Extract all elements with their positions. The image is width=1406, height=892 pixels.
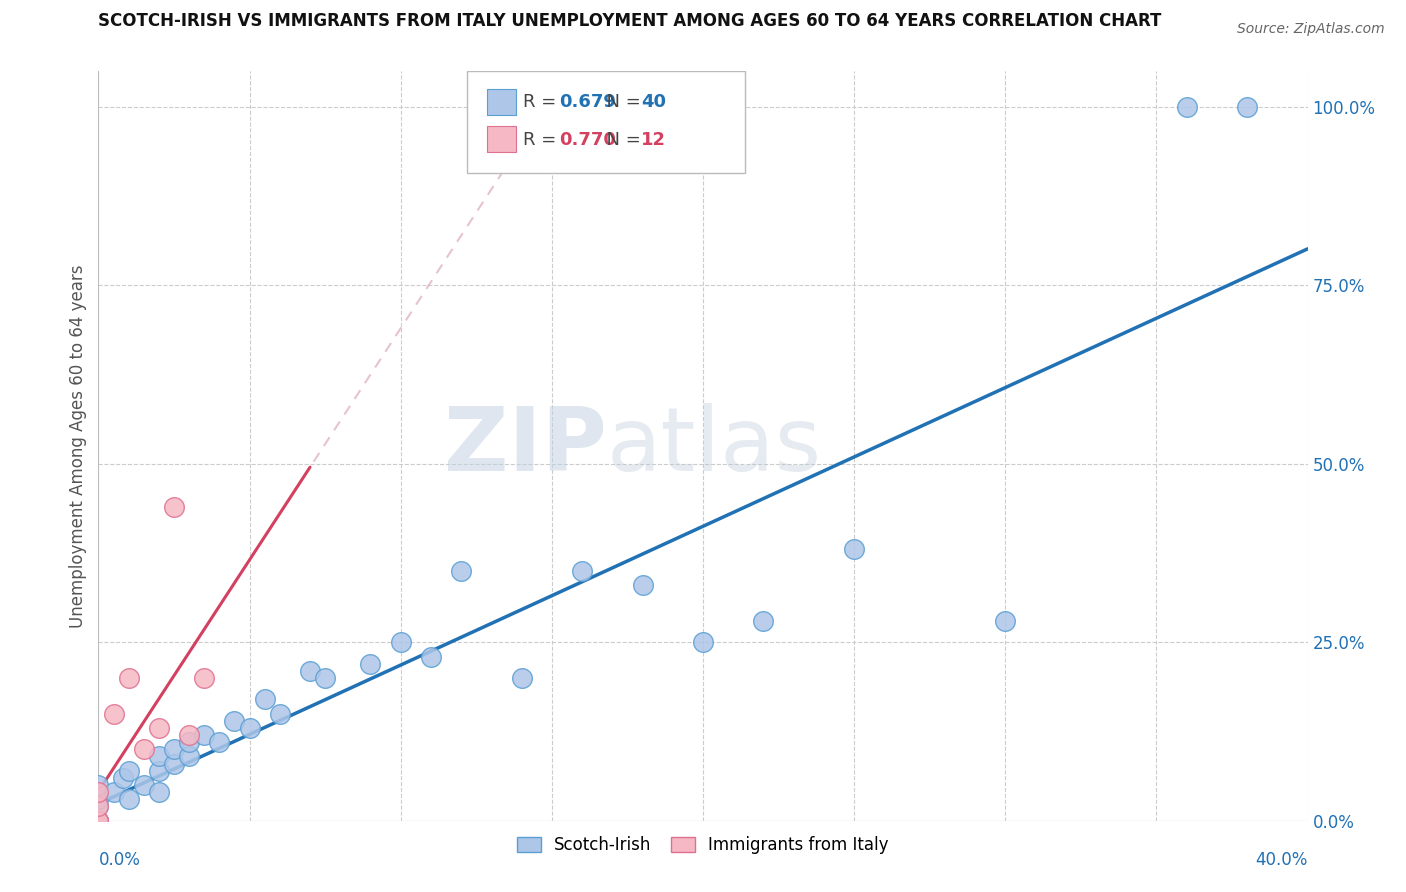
Point <box>420 649 443 664</box>
Point <box>87 814 110 828</box>
Point <box>118 764 141 778</box>
Point <box>299 664 322 678</box>
Text: atlas: atlas <box>606 402 821 490</box>
Text: 40.0%: 40.0% <box>1256 851 1308 869</box>
Point <box>314 671 336 685</box>
Text: SCOTCH-IRISH VS IMMIGRANTS FROM ITALY UNEMPLOYMENT AMONG AGES 60 TO 64 YEARS COR: SCOTCH-IRISH VS IMMIGRANTS FROM ITALY UN… <box>98 12 1161 30</box>
Point <box>132 742 155 756</box>
Text: ZIP: ZIP <box>443 402 606 490</box>
Point <box>87 814 110 828</box>
Point <box>132 778 155 792</box>
Text: 40: 40 <box>641 93 666 112</box>
Point <box>118 792 141 806</box>
FancyBboxPatch shape <box>467 71 745 172</box>
Point <box>87 814 110 828</box>
FancyBboxPatch shape <box>486 88 516 115</box>
Point <box>148 785 170 799</box>
Point <box>87 778 110 792</box>
Point <box>450 564 472 578</box>
Point <box>360 657 382 671</box>
Point <box>87 814 110 828</box>
Text: N =: N = <box>595 130 647 149</box>
Y-axis label: Unemployment Among Ages 60 to 64 years: Unemployment Among Ages 60 to 64 years <box>69 264 87 628</box>
Point <box>1175 100 1198 114</box>
Point <box>389 635 412 649</box>
Point <box>193 671 215 685</box>
Text: 0.0%: 0.0% <box>98 851 141 869</box>
Text: R =: R = <box>523 130 562 149</box>
Point <box>571 564 593 578</box>
Point <box>87 799 110 814</box>
Text: 0.770: 0.770 <box>560 130 616 149</box>
Point <box>163 742 186 756</box>
Point <box>179 749 201 764</box>
Point <box>103 785 125 799</box>
Point <box>148 721 170 735</box>
Point <box>179 735 201 749</box>
Point <box>87 814 110 828</box>
Text: 12: 12 <box>641 130 666 149</box>
Point <box>510 671 533 685</box>
Point <box>103 706 125 721</box>
Point <box>193 728 215 742</box>
Point <box>752 614 775 628</box>
Point <box>239 721 262 735</box>
Point <box>87 799 110 814</box>
Text: Source: ZipAtlas.com: Source: ZipAtlas.com <box>1237 22 1385 37</box>
Point <box>269 706 291 721</box>
Point <box>87 792 110 806</box>
Point <box>1236 100 1258 114</box>
Point <box>163 756 186 771</box>
Point <box>163 500 186 514</box>
Point <box>179 728 201 742</box>
Point <box>224 714 246 728</box>
Text: R =: R = <box>523 93 562 112</box>
Text: N =: N = <box>595 93 647 112</box>
Point <box>994 614 1017 628</box>
Point <box>692 635 714 649</box>
Point <box>148 764 170 778</box>
Point <box>87 814 110 828</box>
Point <box>118 671 141 685</box>
Point <box>148 749 170 764</box>
Point <box>631 578 654 592</box>
Point <box>253 692 276 706</box>
FancyBboxPatch shape <box>486 126 516 153</box>
Point <box>208 735 231 749</box>
Point <box>87 785 110 799</box>
Legend: Scotch-Irish, Immigrants from Italy: Scotch-Irish, Immigrants from Italy <box>510 830 896 861</box>
Point <box>111 771 134 785</box>
Point <box>87 814 110 828</box>
Text: 0.679: 0.679 <box>560 93 616 112</box>
Point <box>844 542 866 557</box>
